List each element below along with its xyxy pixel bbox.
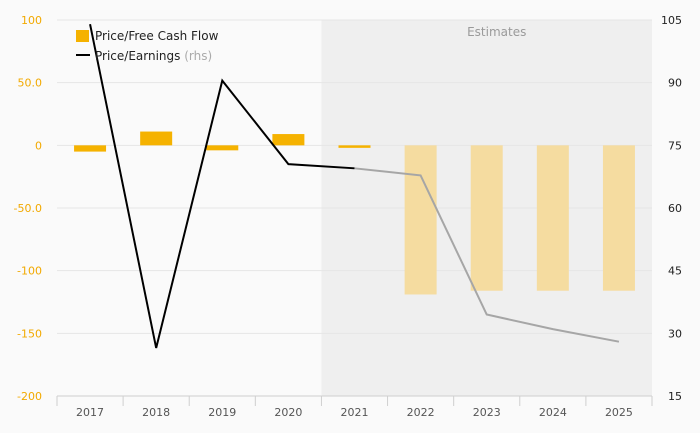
bar-2023 — [470, 145, 503, 291]
right-axis-tick-label: 15 — [668, 390, 682, 403]
bar-2022 — [404, 145, 437, 295]
legend-line-label: Price/Earnings (rhs) — [95, 49, 212, 63]
right-axis-tick-label: 45 — [668, 265, 682, 278]
x-axis-tick-label: 2017 — [76, 406, 104, 419]
legend-bar-label: Price/Free Cash Flow — [95, 29, 219, 43]
x-axis-tick-label: 2021 — [341, 406, 369, 419]
x-axis-tick-label: 2019 — [208, 406, 236, 419]
left-axis-tick-label: 0 — [35, 139, 42, 152]
left-axis-tick-label: -100 — [17, 265, 42, 278]
bar-2019 — [206, 145, 239, 151]
x-axis-tick-label: 2022 — [407, 406, 435, 419]
estimates-label: Estimates — [467, 25, 526, 39]
right-axis-tick-label: 30 — [668, 327, 682, 340]
x-axis-tick-label: 2024 — [539, 406, 567, 419]
bar-2024 — [536, 145, 569, 291]
right-axis-tick-label: 90 — [668, 77, 682, 90]
right-axis-tick-label: 105 — [661, 14, 682, 27]
left-axis-tick-label: -150 — [17, 327, 42, 340]
left-axis-tick-label: -200 — [17, 390, 42, 403]
x-axis-tick-label: 2018 — [142, 406, 170, 419]
pe-line-estimate — [354, 167, 620, 343]
bar-2025 — [602, 145, 635, 291]
x-axis-tick-label: 2025 — [605, 406, 633, 419]
bar-2018 — [140, 131, 173, 146]
left-axis-tick-label: 50.0 — [18, 77, 43, 90]
bar-2020 — [272, 134, 305, 146]
legend-line-sublabel: (rhs) — [180, 49, 212, 63]
legend-bar-swatch — [76, 30, 89, 42]
left-axis-tick-label: 100 — [21, 14, 42, 27]
x-axis-tick-label: 2020 — [274, 406, 302, 419]
right-axis-tick-label: 60 — [668, 202, 682, 215]
bar-2017 — [74, 145, 107, 152]
bar-2021 — [338, 145, 371, 148]
left-axis-tick-label: -50.0 — [14, 202, 42, 215]
right-axis-tick-label: 75 — [668, 139, 682, 152]
pe-line-actual — [89, 23, 355, 349]
x-axis-tick-label: 2023 — [473, 406, 501, 419]
